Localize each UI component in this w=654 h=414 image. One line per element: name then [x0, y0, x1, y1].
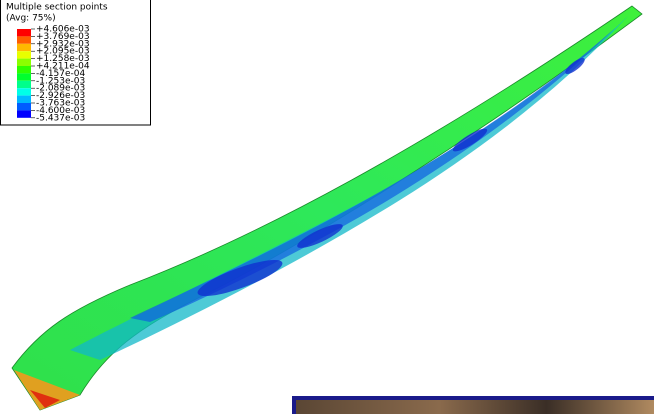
legend-frame [0, 0, 151, 126]
color-band [17, 66, 31, 74]
legend-label: -2.089e-03 [36, 84, 85, 94]
color-band [17, 29, 31, 37]
legend-label: +2.095e-03 [36, 47, 90, 57]
color-band [17, 80, 31, 89]
color-band [17, 88, 31, 96]
color-band [17, 36, 31, 44]
legend-label: +2.932e-03 [36, 39, 90, 49]
color-band [17, 103, 31, 111]
legend-header: (Avg: 75%) [6, 14, 56, 24]
legend-header: Multiple section points [6, 3, 108, 13]
color-band [17, 43, 31, 52]
legend-label: +4.606e-03 [36, 25, 90, 35]
legend: Multiple section points (Avg: 75%) +4.60… [0, 0, 151, 126]
photo-inset [292, 396, 654, 414]
color-band [17, 110, 31, 118]
legend-label: -4.600e-03 [36, 106, 85, 116]
legend-label: -5.437e-03 [36, 113, 85, 123]
legend-label: +1.258e-03 [36, 54, 90, 64]
color-band [17, 51, 31, 59]
legend-label: +4.211e-04 [36, 62, 90, 72]
legend-label: -2.926e-03 [36, 91, 85, 101]
legend-label: +3.769e-03 [36, 32, 90, 42]
color-band [17, 73, 31, 81]
legend-label: -4.157e-04 [36, 69, 86, 79]
legend-label: -3.763e-03 [36, 99, 85, 109]
blade [11, 5, 643, 411]
legend-label: -1.253e-03 [36, 76, 85, 86]
color-band [17, 58, 31, 66]
color-band [17, 95, 31, 103]
